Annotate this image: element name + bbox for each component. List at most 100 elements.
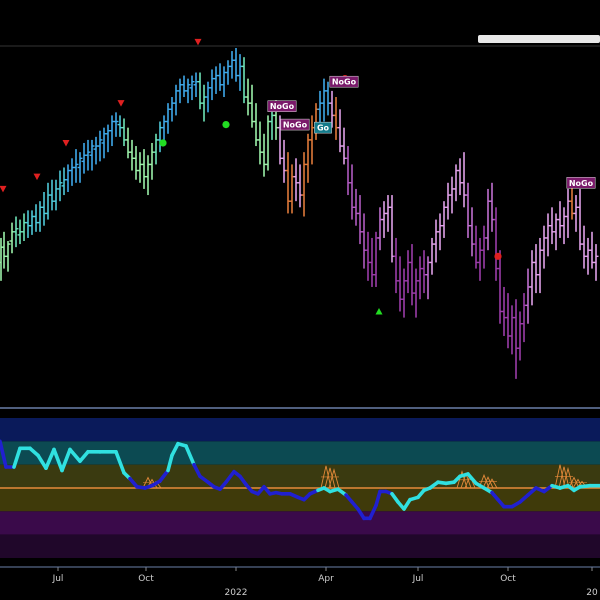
- price-bar: [261, 133, 267, 177]
- price-bar: [53, 179, 59, 211]
- price-bar: [497, 250, 503, 324]
- oscillator-band: [0, 534, 600, 558]
- price-bar: [229, 51, 235, 79]
- price-bar: [405, 250, 411, 294]
- price-bar: [357, 195, 363, 245]
- price-bar: [293, 158, 299, 202]
- oscillator-band: [0, 464, 600, 488]
- price-bar: [129, 139, 135, 171]
- price-bar: [165, 103, 171, 134]
- price-bar: [145, 155, 151, 196]
- sell-marker: [33, 173, 41, 181]
- price-bar: [577, 188, 583, 251]
- price-bar: [309, 115, 315, 165]
- price-bar: [69, 158, 75, 186]
- price-bar: [161, 115, 167, 140]
- price-bar: [45, 182, 51, 220]
- oscillator-panel: [0, 418, 600, 558]
- price-bar: [321, 78, 327, 122]
- price-bar: [121, 118, 127, 147]
- price-bar: [545, 213, 551, 257]
- price-bar: [225, 60, 231, 85]
- price-bar: [537, 237, 543, 294]
- price-bar: [477, 237, 483, 281]
- price-bar: [237, 54, 243, 91]
- oscillator-segment: [402, 497, 412, 511]
- signal-dot: [494, 252, 502, 260]
- price-bar: [385, 195, 391, 232]
- price-bar: [85, 139, 91, 171]
- price-bar: [105, 124, 111, 153]
- oscillator-segment: [44, 447, 56, 470]
- price-bar: [521, 293, 527, 343]
- price-bar: [533, 244, 539, 294]
- price-bar: [369, 237, 375, 287]
- price-bar: [5, 241, 11, 272]
- price-bar: [181, 75, 187, 98]
- oscillator-segment: [166, 453, 174, 473]
- oscillator-segment: [60, 447, 72, 473]
- sell-marker: [117, 100, 125, 107]
- price-bar: [73, 149, 79, 183]
- price-bar: [25, 210, 31, 238]
- price-bar: [221, 66, 227, 98]
- price-bar: [573, 195, 579, 232]
- price-bar: [205, 81, 211, 113]
- price-bar: [109, 115, 115, 147]
- signal-label-text: NoGo: [569, 179, 594, 188]
- oscillator-segment: [184, 444, 196, 467]
- signal-label-text: NoGo: [332, 78, 357, 87]
- price-bar: [153, 133, 159, 165]
- price-bar: [397, 256, 403, 312]
- oscillator-band: [0, 511, 600, 535]
- signal-label-box: [267, 100, 297, 112]
- price-bar: [549, 207, 555, 245]
- x-tick-label: Oct: [138, 574, 154, 584]
- price-bar: [561, 207, 567, 245]
- price-bar: [413, 268, 419, 318]
- price-bar: [421, 250, 427, 294]
- oscillator-segment: [68, 447, 82, 463]
- price-bar: [513, 299, 519, 379]
- price-bar: [13, 216, 19, 248]
- oscillator-segment: [356, 507, 366, 521]
- oscillator-segment: [78, 450, 90, 463]
- x-tick-label: Apr: [318, 574, 334, 584]
- oscillator-spike: [478, 473, 498, 489]
- price-bar: [185, 78, 191, 104]
- oscillator-spike: [554, 464, 574, 489]
- x-axis: Jul Oct 2022 Apr Jul Oct 20: [52, 567, 598, 598]
- signal-label: NoGo: [566, 177, 596, 189]
- price-bar: [209, 69, 215, 101]
- price-bar: [381, 201, 387, 238]
- price-bar: [469, 207, 475, 257]
- oscillator-segment: [224, 469, 236, 484]
- price-bar: [57, 170, 63, 202]
- price-bar: [217, 63, 223, 91]
- price-bar: [305, 133, 311, 183]
- spike-line: [554, 464, 566, 489]
- price-bar: [9, 222, 15, 254]
- price-bar: [465, 182, 471, 238]
- price-bar: [173, 84, 179, 116]
- price-bar: [33, 204, 39, 232]
- signal-label: NoGo: [329, 75, 359, 88]
- price-bar: [565, 188, 571, 238]
- price-bar: [189, 75, 195, 101]
- price-bar: [493, 207, 499, 281]
- price-bar: [353, 188, 359, 226]
- oscillator-segment: [52, 447, 64, 473]
- signal-label-box: [280, 118, 310, 131]
- price-bar: [333, 97, 339, 140]
- price-bar: [21, 213, 27, 242]
- signal-label: NoGo: [267, 100, 297, 112]
- price-bar: [581, 225, 587, 269]
- price-bar: [485, 188, 491, 251]
- oscillator-segment: [368, 503, 378, 521]
- spike-line: [562, 466, 574, 489]
- spike-line: [482, 476, 494, 489]
- oscillator-segment: [374, 489, 382, 508]
- oscillator-band: [0, 441, 600, 465]
- price-bar: [517, 311, 523, 361]
